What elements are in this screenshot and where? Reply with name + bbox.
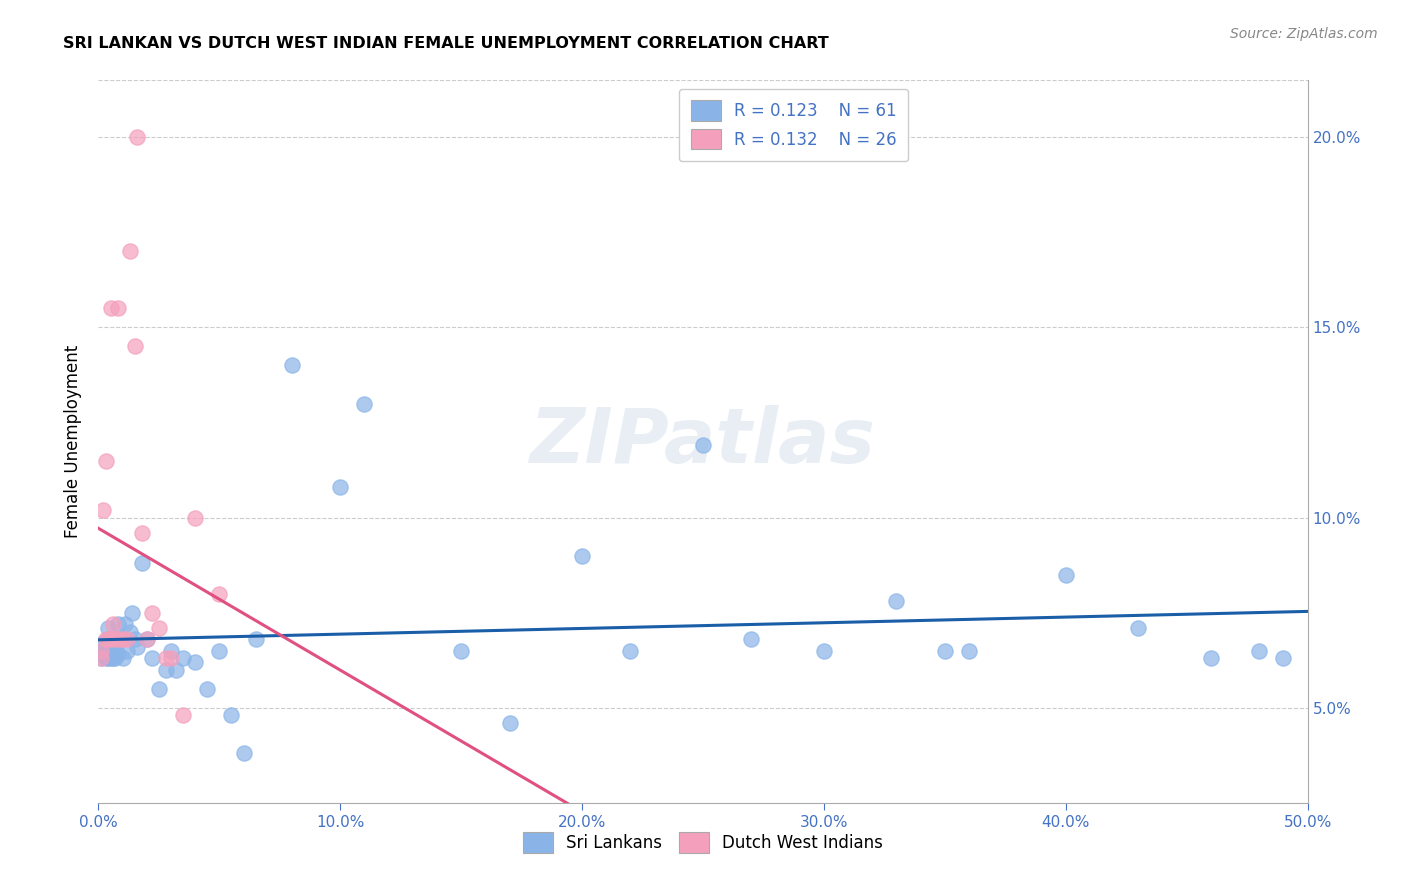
Point (886, 594, 908, 608)
Point (692, 438, 714, 452)
Point (117, 632, 139, 647)
Point (208, 587, 231, 601)
Point (101, 648, 124, 662)
Point (91, 636, 114, 650)
Point (571, 549, 593, 563)
Point (1272, 651, 1295, 665)
Point (94, 640, 117, 654)
Point (108, 632, 131, 647)
Point (245, 632, 267, 647)
Point (160, 643, 183, 657)
Point (184, 655, 207, 669)
Point (221, 708, 243, 723)
Point (90, 651, 112, 665)
Point (101, 617, 124, 632)
Point (97, 632, 120, 647)
Point (91, 648, 114, 662)
Point (100, 643, 122, 657)
Point (184, 510, 207, 524)
Point (172, 651, 194, 665)
Point (117, 643, 139, 657)
Point (1199, 651, 1222, 665)
Point (165, 663, 187, 677)
Point (329, 480, 352, 494)
Point (141, 651, 163, 665)
Legend: Sri Lankans, Dutch West Indians: Sri Lankans, Dutch West Indians (516, 826, 890, 860)
Point (94, 643, 117, 657)
Point (97, 621, 120, 635)
Point (232, 747, 254, 761)
Point (957, 643, 980, 657)
Point (111, 632, 134, 647)
Point (104, 643, 127, 657)
Point (124, 632, 146, 647)
Point (104, 651, 127, 665)
Point (208, 643, 231, 657)
Point (114, 617, 136, 632)
Point (160, 651, 183, 665)
Point (97, 632, 120, 647)
Point (107, 648, 129, 662)
Point (135, 632, 157, 647)
Point (148, 621, 170, 635)
Point (101, 640, 124, 654)
Y-axis label: Female Unemployment: Female Unemployment (63, 345, 82, 538)
Point (107, 301, 129, 316)
Point (740, 632, 762, 647)
Point (127, 640, 149, 654)
Point (131, 556, 153, 570)
Point (118, 244, 141, 259)
Point (124, 339, 146, 353)
Point (148, 681, 170, 696)
Point (127, 130, 149, 145)
Point (281, 359, 304, 373)
Point (91, 503, 114, 517)
Text: ZIPatlas: ZIPatlas (530, 405, 876, 478)
Point (90, 643, 112, 657)
Point (111, 651, 134, 665)
Point (100, 651, 122, 665)
Point (141, 606, 163, 620)
Point (1128, 621, 1150, 635)
Point (155, 651, 177, 665)
Point (498, 715, 520, 730)
Point (100, 648, 122, 662)
Text: Source: ZipAtlas.com: Source: ZipAtlas.com (1230, 27, 1378, 41)
Point (450, 643, 472, 657)
Point (100, 636, 122, 650)
Point (1054, 567, 1077, 582)
Point (619, 643, 641, 657)
Point (94, 632, 117, 647)
Point (100, 632, 122, 647)
Point (135, 632, 157, 647)
Point (172, 708, 194, 723)
Point (195, 681, 218, 696)
Point (118, 624, 141, 639)
Point (131, 525, 153, 540)
Point (108, 632, 131, 647)
Point (94, 453, 117, 467)
Point (100, 301, 122, 316)
Point (155, 663, 177, 677)
Point (1249, 643, 1271, 657)
Point (94, 651, 117, 665)
Point (90, 643, 112, 657)
Point (353, 396, 375, 410)
Point (97, 651, 120, 665)
Point (121, 606, 143, 620)
Point (934, 643, 956, 657)
Point (90, 651, 112, 665)
Text: SRI LANKAN VS DUTCH WEST INDIAN FEMALE UNEMPLOYMENT CORRELATION CHART: SRI LANKAN VS DUTCH WEST INDIAN FEMALE U… (63, 36, 830, 51)
Point (101, 651, 124, 665)
Point (107, 617, 129, 632)
Point (104, 632, 127, 647)
Point (813, 643, 835, 657)
